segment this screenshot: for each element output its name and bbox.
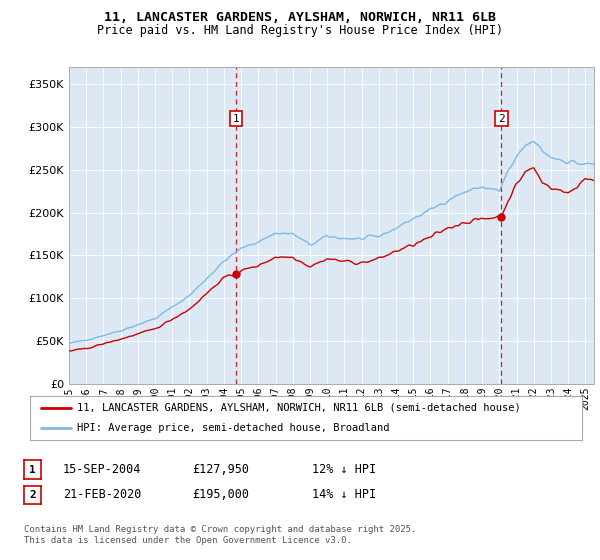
Text: HPI: Average price, semi-detached house, Broadland: HPI: Average price, semi-detached house,…: [77, 423, 389, 433]
Text: 2: 2: [29, 490, 36, 500]
Text: 14% ↓ HPI: 14% ↓ HPI: [312, 488, 376, 501]
Text: 1: 1: [233, 114, 239, 124]
Text: 1: 1: [29, 465, 36, 474]
Text: 21-FEB-2020: 21-FEB-2020: [63, 488, 142, 501]
Text: Price paid vs. HM Land Registry's House Price Index (HPI): Price paid vs. HM Land Registry's House …: [97, 24, 503, 36]
Text: 11, LANCASTER GARDENS, AYLSHAM, NORWICH, NR11 6LB: 11, LANCASTER GARDENS, AYLSHAM, NORWICH,…: [104, 11, 496, 24]
Text: £195,000: £195,000: [192, 488, 249, 501]
Text: Contains HM Land Registry data © Crown copyright and database right 2025.
This d: Contains HM Land Registry data © Crown c…: [24, 525, 416, 545]
Text: 2: 2: [498, 114, 505, 124]
Text: £127,950: £127,950: [192, 463, 249, 476]
Text: 15-SEP-2004: 15-SEP-2004: [63, 463, 142, 476]
Text: 12% ↓ HPI: 12% ↓ HPI: [312, 463, 376, 476]
Text: 11, LANCASTER GARDENS, AYLSHAM, NORWICH, NR11 6LB (semi-detached house): 11, LANCASTER GARDENS, AYLSHAM, NORWICH,…: [77, 403, 521, 413]
